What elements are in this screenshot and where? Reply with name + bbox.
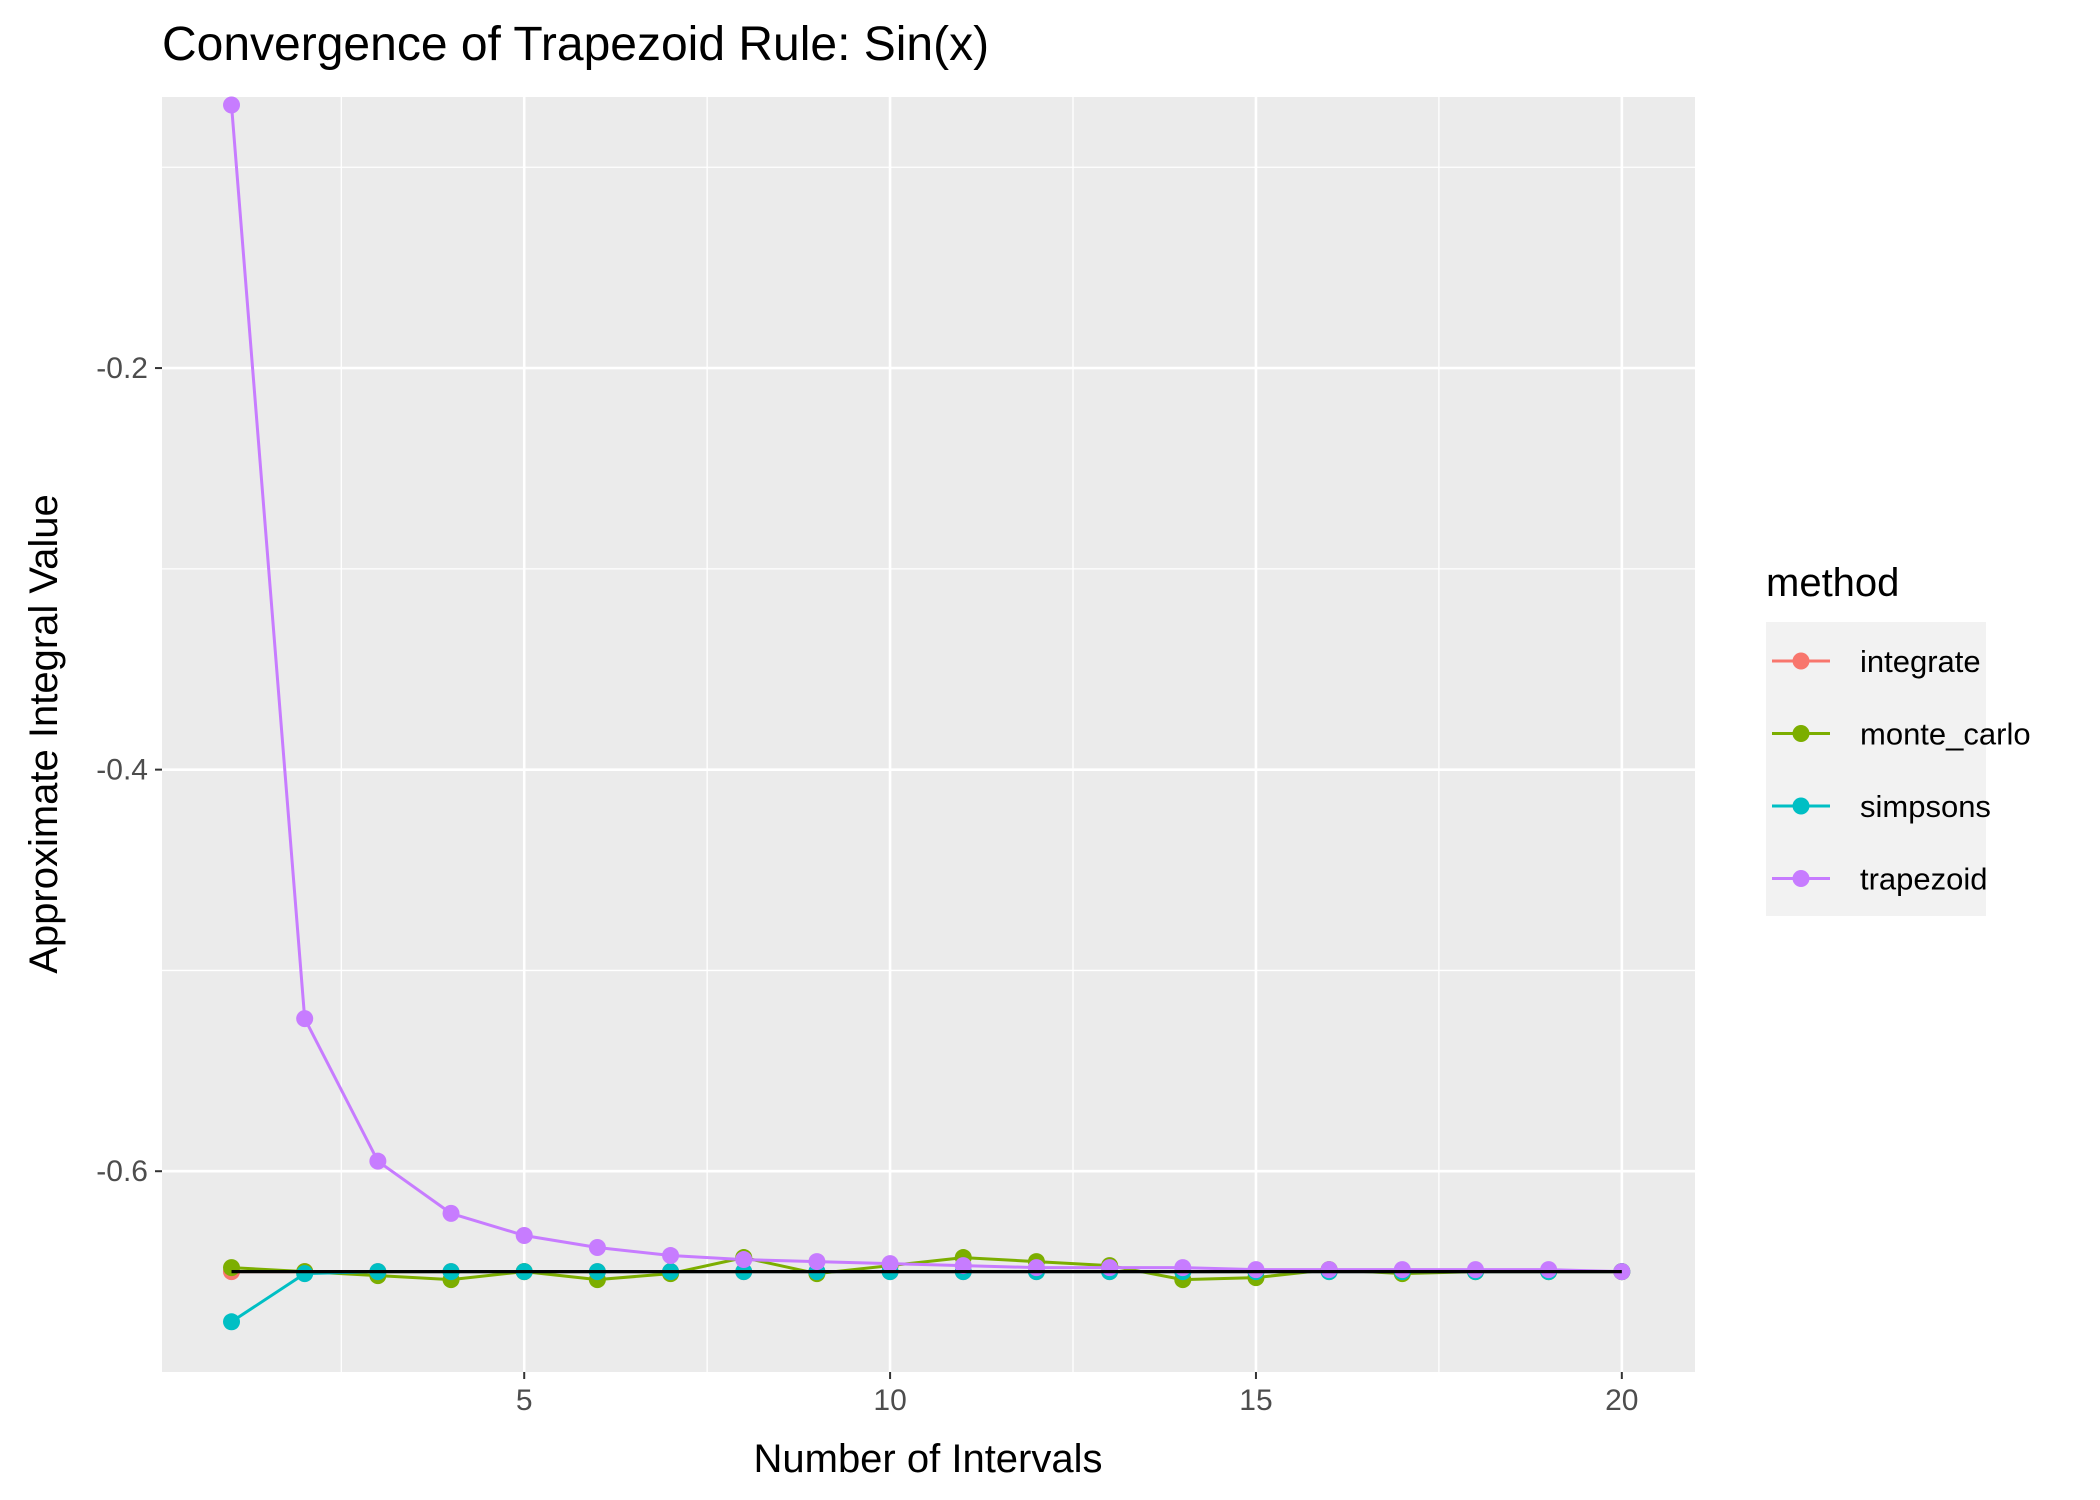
y-axis-title: Approximate Integral Value: [22, 494, 66, 974]
x-tick-label: 20: [1605, 1384, 1638, 1417]
data-point-trapezoid: [1466, 1261, 1484, 1279]
x-axis-title: Number of Intervals: [753, 1437, 1102, 1481]
legend-label-integrate: integrate: [1860, 644, 1981, 679]
x-tick-label: 15: [1239, 1384, 1272, 1417]
data-point-simpsons: [296, 1265, 314, 1283]
legend-key-point: [1792, 725, 1810, 742]
legend-label-trapezoid: trapezoid: [1860, 862, 1988, 897]
data-point-trapezoid: [223, 96, 241, 114]
legend-items: integrate monte_carlo simpsons trapezoid: [1766, 622, 2031, 916]
data-point-trapezoid: [808, 1253, 826, 1271]
legend: method integrate monte_carlo simpsons trape…: [1766, 561, 2031, 916]
plot-panel: [162, 97, 1695, 1372]
chart-title: Convergence of Trapezoid Rule: Sin(x): [162, 18, 989, 71]
data-point-trapezoid: [1320, 1261, 1338, 1279]
y-tick-label: -0.4: [96, 754, 148, 787]
data-point-trapezoid: [369, 1152, 387, 1170]
legend-key-point: [1792, 870, 1810, 887]
data-point-trapezoid: [881, 1255, 899, 1273]
legend-label-monte_carlo: monte_carlo: [1860, 717, 2031, 752]
legend-label-simpsons: simpsons: [1860, 789, 1991, 824]
data-point-trapezoid: [662, 1247, 680, 1265]
x-tick-label: 10: [873, 1384, 906, 1417]
data-point-trapezoid: [442, 1204, 460, 1222]
data-point-simpsons: [223, 1313, 241, 1331]
data-point-trapezoid: [1247, 1261, 1265, 1279]
legend-key-point: [1792, 797, 1810, 815]
y-axis-ticks: -0.6 -0.4 -0.2: [96, 352, 162, 1188]
data-point-trapezoid: [735, 1251, 753, 1269]
x-axis-ticks: 5 10 15 20: [516, 1372, 1639, 1417]
data-point-trapezoid: [1101, 1259, 1119, 1277]
data-point-trapezoid: [1540, 1261, 1558, 1279]
legend-title: method: [1766, 561, 1899, 605]
data-point-trapezoid: [1393, 1261, 1411, 1279]
data-point-trapezoid: [954, 1257, 972, 1275]
major-gridlines: [162, 97, 1695, 1372]
data-point-trapezoid: [296, 1010, 314, 1028]
data-point-trapezoid: [588, 1239, 606, 1257]
data-point-trapezoid: [515, 1226, 533, 1244]
minor-gridlines: [162, 97, 1695, 1372]
y-tick-label: -0.2: [96, 352, 148, 385]
data-point-trapezoid: [1027, 1259, 1045, 1277]
data-point-trapezoid: [1174, 1259, 1192, 1277]
series-line-trapezoid: [230, 104, 1622, 1274]
x-tick-label: 5: [516, 1384, 533, 1417]
legend-key-point: [1792, 652, 1810, 670]
data-point-monte_carlo: [223, 1259, 241, 1277]
y-tick-label: -0.6: [96, 1155, 148, 1188]
